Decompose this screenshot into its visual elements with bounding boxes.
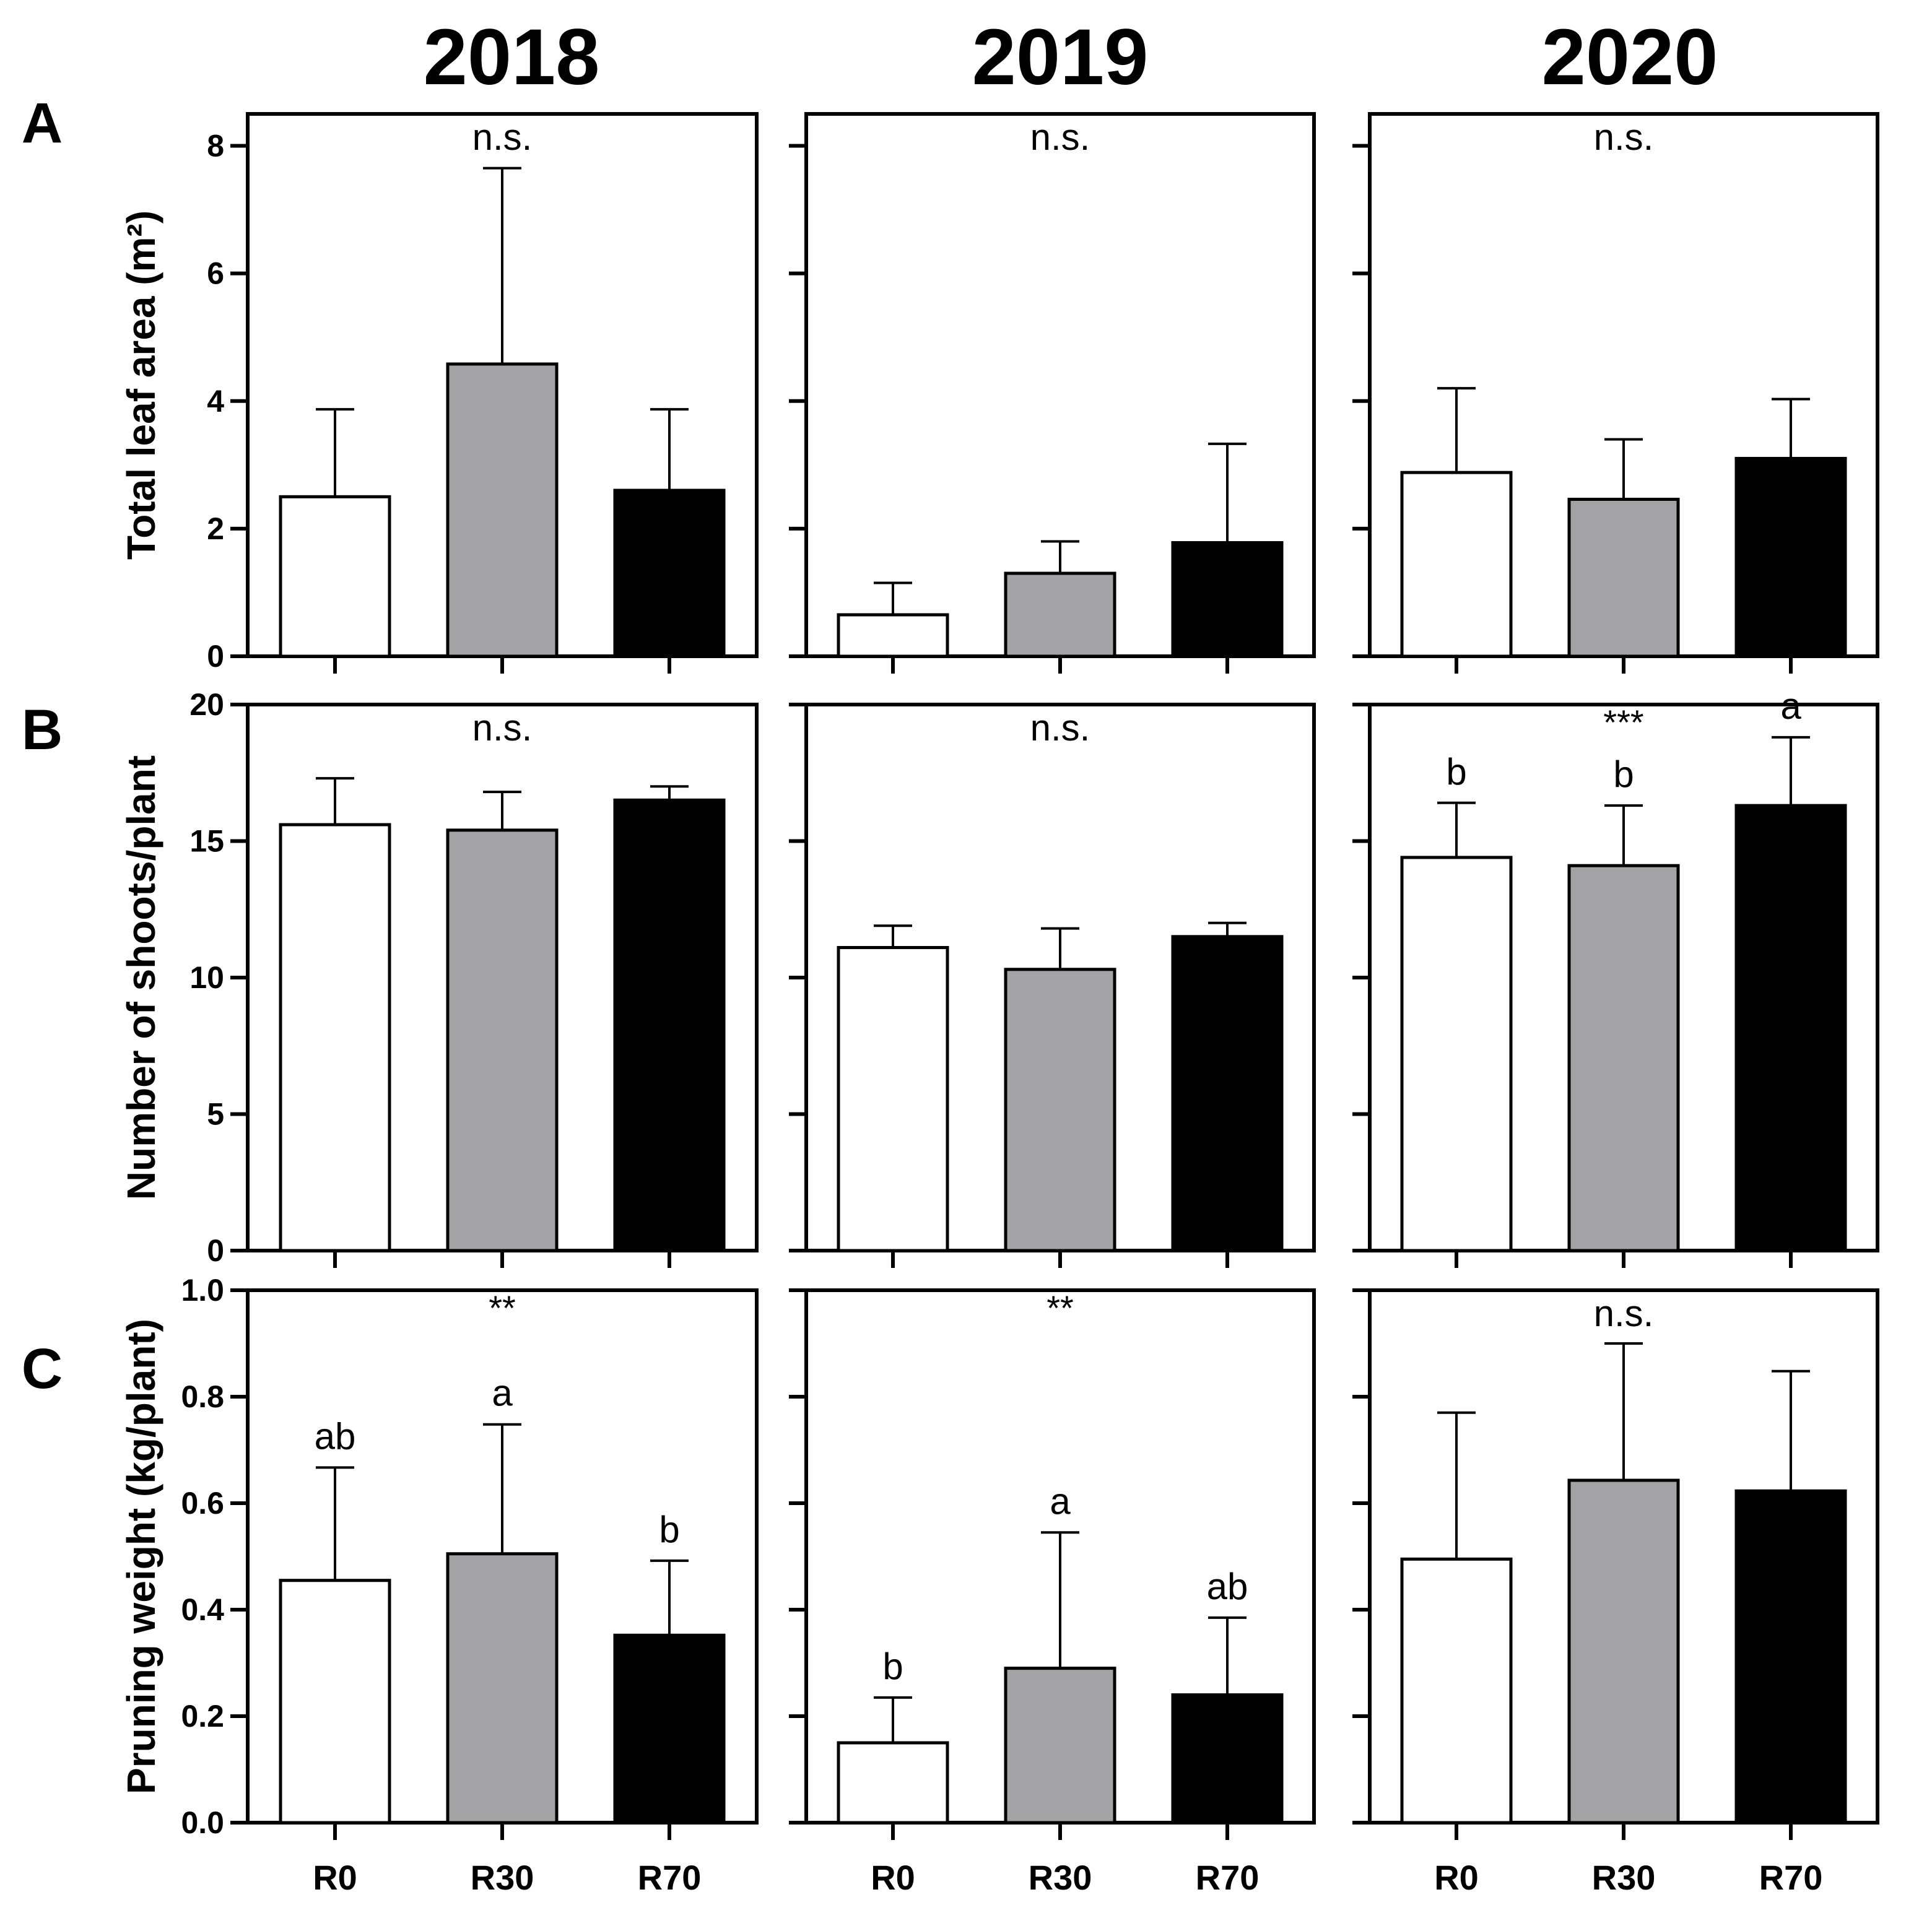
year-title-2019: 2019 (972, 13, 1149, 102)
bar-R30 (1004, 1667, 1116, 1825)
panel-letter-B: B (22, 698, 63, 762)
y-tick-label: 0.2 (181, 1699, 224, 1734)
panel-C-2019: b R0 a R30 ab R70 ** (789, 1288, 1316, 1897)
y-axis-label-C: Pruning weight (kg/plant) (119, 1319, 163, 1794)
x-category-label-R0: R0 (1434, 1858, 1479, 1897)
x-category-label-R30: R30 (1592, 1858, 1656, 1897)
bar-R30 (1004, 968, 1116, 1252)
panel-A-2019: n.s. (789, 112, 1316, 674)
bar-R70 (1171, 935, 1284, 1252)
y-axis-label-A: Total leaf area (m²) (119, 210, 163, 560)
y-tick-label: 8 (207, 129, 224, 163)
x-category-label-R30: R30 (1029, 1858, 1092, 1897)
bar-R0 (837, 613, 949, 658)
x-category-label-R70: R70 (638, 1858, 702, 1897)
y-tick-label: 0.6 (181, 1486, 224, 1521)
bar-R0 (837, 945, 949, 1252)
y-tick-label: 0 (207, 639, 224, 674)
bar-R30 (446, 362, 559, 658)
significance-label: n.s. (1594, 116, 1654, 158)
posthoc-letter-R0: b (882, 1646, 903, 1687)
panel-B-2018: 0 5 10 15 20 n.s. (189, 687, 759, 1268)
row-C: C Pruning weight (kg/plant)0.00.20.40.60.… (22, 1273, 1879, 1897)
panel-letter-A: A (22, 92, 63, 155)
posthoc-letter-R0: ab (315, 1415, 356, 1457)
year-title-2020: 2020 (1542, 13, 1718, 102)
significance-label: n.s. (472, 707, 533, 749)
x-category-label-R0: R0 (871, 1858, 915, 1897)
posthoc-letter-R0: b (1446, 751, 1466, 792)
y-tick-label: 10 (189, 960, 224, 995)
significance-label: ** (489, 1288, 516, 1327)
bar-R70 (1734, 1489, 1847, 1825)
bar-R70 (613, 488, 726, 658)
y-tick-label: 20 (189, 687, 224, 722)
y-tick-label: 0.0 (181, 1805, 224, 1840)
y-tick-label: 2 (207, 511, 224, 546)
x-category-label-R70: R70 (1759, 1858, 1823, 1897)
significance-label: n.s. (1030, 707, 1090, 749)
posthoc-letter-R70: a (1780, 685, 1801, 727)
bar-R30 (446, 1552, 559, 1825)
bar-R70 (613, 798, 726, 1252)
bar-R0 (1400, 471, 1513, 658)
row-A: A Total leaf area (m²) 0 2 4 6 8 n.s. n.s. n.s. (22, 92, 1879, 674)
panel-B-2020: b b a *** (1352, 685, 1879, 1268)
bar-R0 (1400, 1557, 1513, 1825)
bar-R70 (613, 1633, 726, 1825)
posthoc-letter-R30: a (1050, 1480, 1071, 1522)
panel-C-2020: R0 R30 R70 n.s. (1352, 1288, 1879, 1897)
panels-layer: A Total leaf area (m²) 0 2 4 6 8 n.s. n.s. n.s. BN… (22, 92, 1879, 1897)
posthoc-letter-R70: ab (1207, 1566, 1248, 1607)
bar-R0 (279, 823, 391, 1252)
significance-label: *** (1603, 703, 1643, 742)
bar-R0 (1400, 856, 1513, 1252)
x-category-label-R70: R70 (1196, 1858, 1260, 1897)
panel-C-2018: 0.0 0.2 0.4 0.6 0.8 1.0 ab R0 a R30 b R70 ** (181, 1273, 759, 1897)
y-tick-label: 5 (207, 1097, 224, 1132)
bar-R0 (837, 1741, 949, 1825)
posthoc-letter-R30: a (492, 1373, 513, 1414)
y-tick-label: 6 (207, 256, 224, 291)
y-tick-label: 0.8 (181, 1379, 224, 1414)
year-title-2018: 2018 (424, 13, 600, 102)
y-tick-label: 0 (207, 1233, 224, 1268)
bar-R30 (1567, 864, 1680, 1252)
panel-A-2018: 0 2 4 6 8 n.s. (207, 112, 759, 674)
bar-R0 (279, 495, 391, 658)
bar-R30 (1004, 571, 1116, 658)
bar-R30 (1567, 497, 1680, 658)
bar-R70 (1171, 1693, 1284, 1825)
y-axis-label-B: Number of shoots/plant (119, 755, 163, 1200)
row-B: B Number of shoots/plant 0 5 10 15 20 n.s. n.s. b… (22, 685, 1879, 1268)
significance-label: n.s. (1594, 1293, 1654, 1334)
bar-R70 (1734, 804, 1847, 1252)
panel-A-2020: n.s. (1352, 112, 1879, 674)
significance-label: n.s. (472, 116, 533, 158)
bar-R0 (279, 1579, 391, 1825)
bar-R70 (1171, 541, 1284, 658)
titles-layer: 2018 2019 2020 (424, 13, 1718, 102)
bar-R70 (1734, 457, 1847, 658)
posthoc-letter-R30: b (1613, 753, 1634, 795)
posthoc-letter-R70: b (659, 1509, 679, 1550)
significance-label: ** (1046, 1288, 1074, 1327)
panel-B-2019: n.s. (789, 703, 1316, 1268)
x-category-label-R0: R0 (313, 1858, 357, 1897)
significance-label: n.s. (1030, 116, 1090, 158)
bar-R30 (1567, 1478, 1680, 1825)
y-tick-label: 0.4 (181, 1592, 224, 1627)
x-category-label-R30: R30 (471, 1858, 534, 1897)
bar-R30 (446, 828, 559, 1252)
y-tick-label: 1.0 (181, 1273, 224, 1308)
y-tick-label: 4 (207, 384, 224, 419)
y-tick-label: 15 (189, 824, 224, 859)
panel-letter-C: C (22, 1337, 63, 1400)
